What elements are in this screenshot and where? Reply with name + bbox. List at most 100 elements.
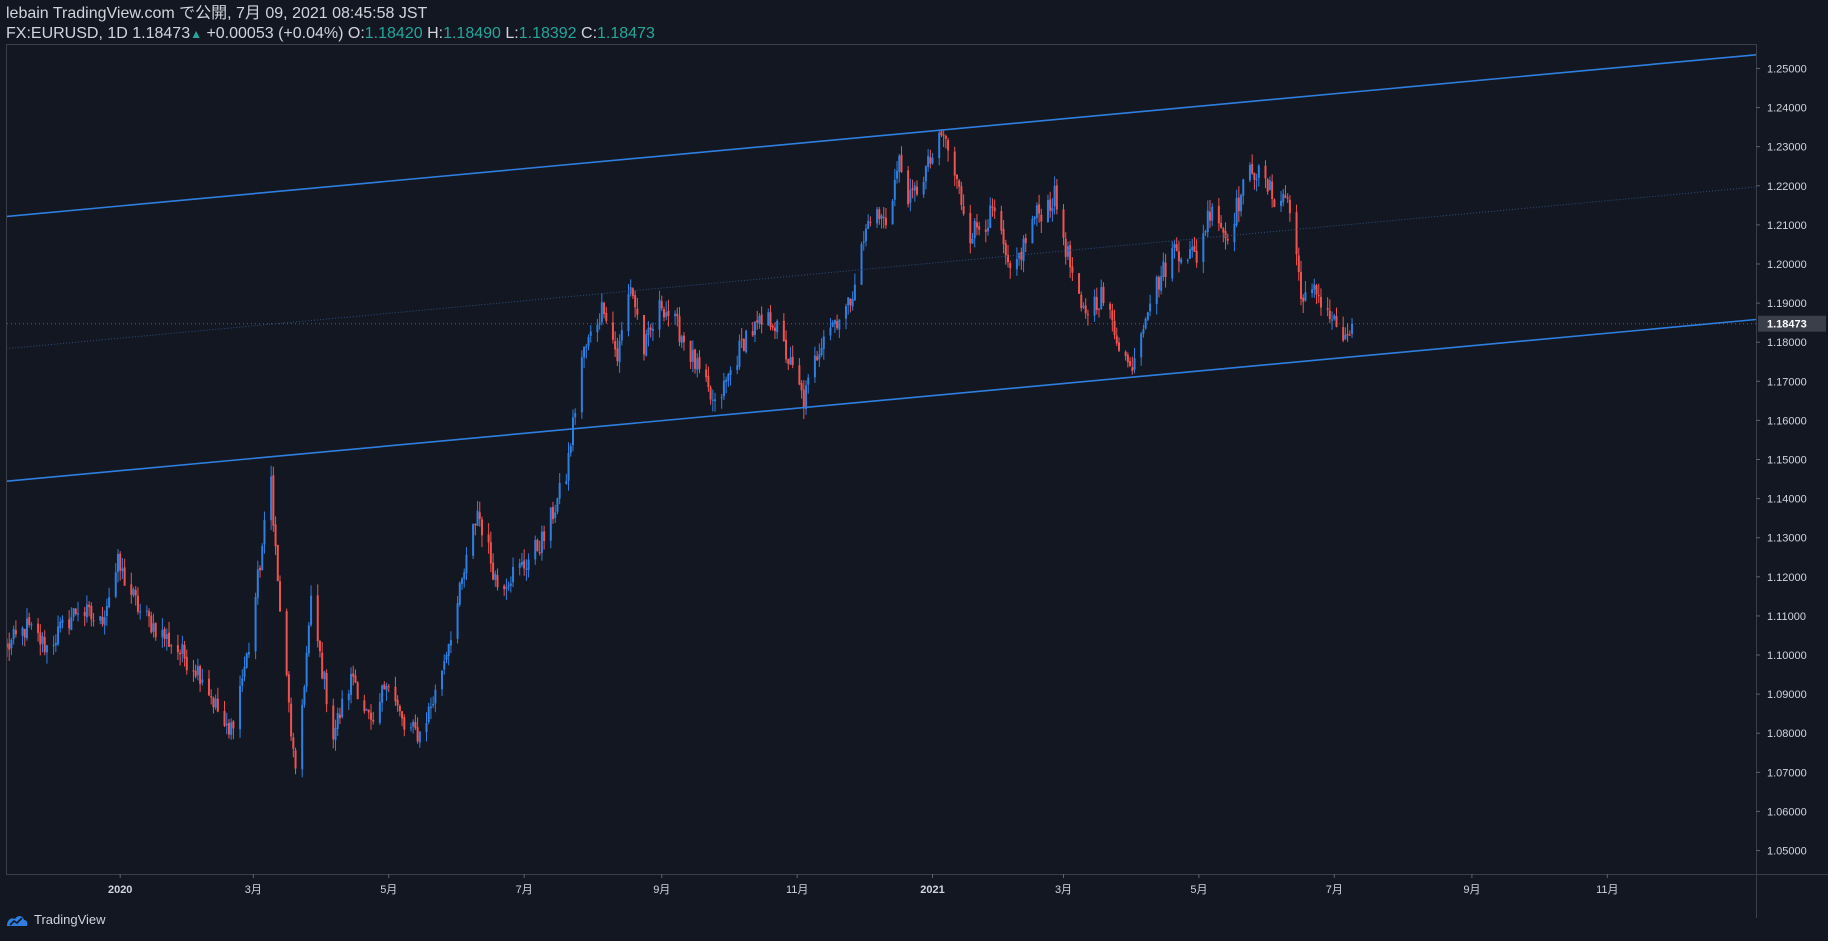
candle-body (705, 369, 708, 378)
candle-body (818, 354, 821, 360)
candle-body (461, 578, 464, 584)
candle-body (953, 151, 956, 176)
candle-body (1342, 327, 1345, 341)
candle-body (136, 595, 139, 612)
candle-body (869, 221, 872, 223)
candle-body (39, 632, 42, 645)
tradingview-logo-icon[interactable] (6, 913, 28, 927)
candle-body (1171, 248, 1174, 279)
candle-body (984, 229, 987, 232)
candle-body (829, 327, 832, 336)
price-axis-divider (1756, 44, 1757, 918)
candle-body (170, 645, 173, 647)
lower-channel (7, 318, 1756, 482)
candle-body (1146, 312, 1149, 320)
candle-body (1033, 217, 1036, 220)
candle-body (285, 611, 288, 676)
candle-body (978, 226, 981, 230)
candle-body (931, 157, 934, 164)
candle-body (1202, 233, 1205, 262)
candle-body (740, 339, 743, 341)
candle-body (853, 284, 856, 301)
candle-body (1191, 247, 1194, 251)
candle-body (114, 572, 117, 597)
candle-body (7, 643, 8, 648)
candle-body (1251, 164, 1254, 174)
candle-body (1206, 210, 1209, 232)
time-tick-label: 11月 (786, 884, 808, 896)
candle-body (387, 686, 390, 688)
candle-body (1024, 237, 1027, 244)
candle-body (589, 331, 592, 336)
candle-body (822, 336, 825, 349)
tradingview-brand[interactable]: TradingView (34, 912, 106, 927)
candle-body (318, 640, 321, 652)
candle-body (636, 308, 639, 315)
candle-body (947, 140, 950, 151)
price-tick-label: 1.23000 (1767, 142, 1807, 154)
candle-body (631, 288, 634, 297)
candle-body (707, 375, 710, 388)
candle-body (800, 383, 803, 391)
candle-body (909, 189, 912, 203)
candle-body (674, 313, 677, 317)
candle-body (338, 714, 341, 719)
candle-body (192, 670, 195, 672)
candle-body (660, 301, 663, 309)
price-tick-label: 1.05000 (1767, 846, 1807, 858)
candle-body (1098, 308, 1101, 310)
candle-body (1149, 303, 1152, 312)
candle-body (940, 131, 943, 136)
candle-body (83, 612, 86, 616)
candle-body (183, 644, 186, 659)
ohlc-legend: FX:EURUSD, 1D 1.18473▲ +0.00053 (+0.04%)… (6, 24, 655, 44)
candle-body (25, 618, 28, 639)
candle-body (272, 475, 275, 526)
candle-body (185, 656, 188, 671)
candle-body (489, 542, 492, 564)
candle-body (214, 698, 217, 708)
candle-body (216, 698, 219, 712)
candle-body (59, 621, 62, 629)
candle-body (864, 228, 867, 242)
candle-body (45, 645, 48, 653)
candle-body (1062, 209, 1065, 238)
candle-body (1346, 333, 1349, 336)
candle-body (745, 330, 748, 353)
candle-body (472, 524, 475, 556)
candle-body (303, 686, 306, 705)
publish-info: lebain TradingView.com で公開, 7月 09, 2021 … (6, 5, 428, 22)
candle-body (831, 322, 834, 327)
candle-body (860, 244, 863, 285)
candle-body (807, 377, 810, 385)
candle-body (552, 507, 555, 520)
candle-body (760, 314, 763, 325)
candle-body (1195, 250, 1198, 263)
candle-body (1304, 292, 1307, 301)
last-price-badge (1758, 315, 1826, 332)
candle-body (210, 696, 213, 698)
candle-body (101, 616, 104, 625)
candle-body (1124, 351, 1127, 357)
candle-body (1311, 289, 1314, 294)
low-value: 1.18392 (518, 25, 577, 42)
time-axis-divider (6, 874, 1828, 875)
candle-body (1038, 204, 1041, 214)
candle-body (893, 179, 896, 200)
candle-body (1015, 259, 1018, 270)
candle-body (74, 608, 77, 615)
candle-body (596, 324, 599, 333)
candle-body (1280, 200, 1283, 206)
candle-body (782, 320, 785, 342)
symbol-label: FX:EURUSD, 1D (6, 25, 128, 42)
candle-body (1162, 261, 1165, 277)
candle-body (463, 572, 466, 579)
candle-body (356, 682, 359, 700)
up-arrow-icon: ▲ (190, 27, 202, 41)
candle-body (571, 417, 574, 446)
candle-body (161, 629, 164, 638)
candle-body (962, 206, 965, 214)
candle-body (1129, 361, 1132, 366)
candle-body (600, 302, 603, 323)
